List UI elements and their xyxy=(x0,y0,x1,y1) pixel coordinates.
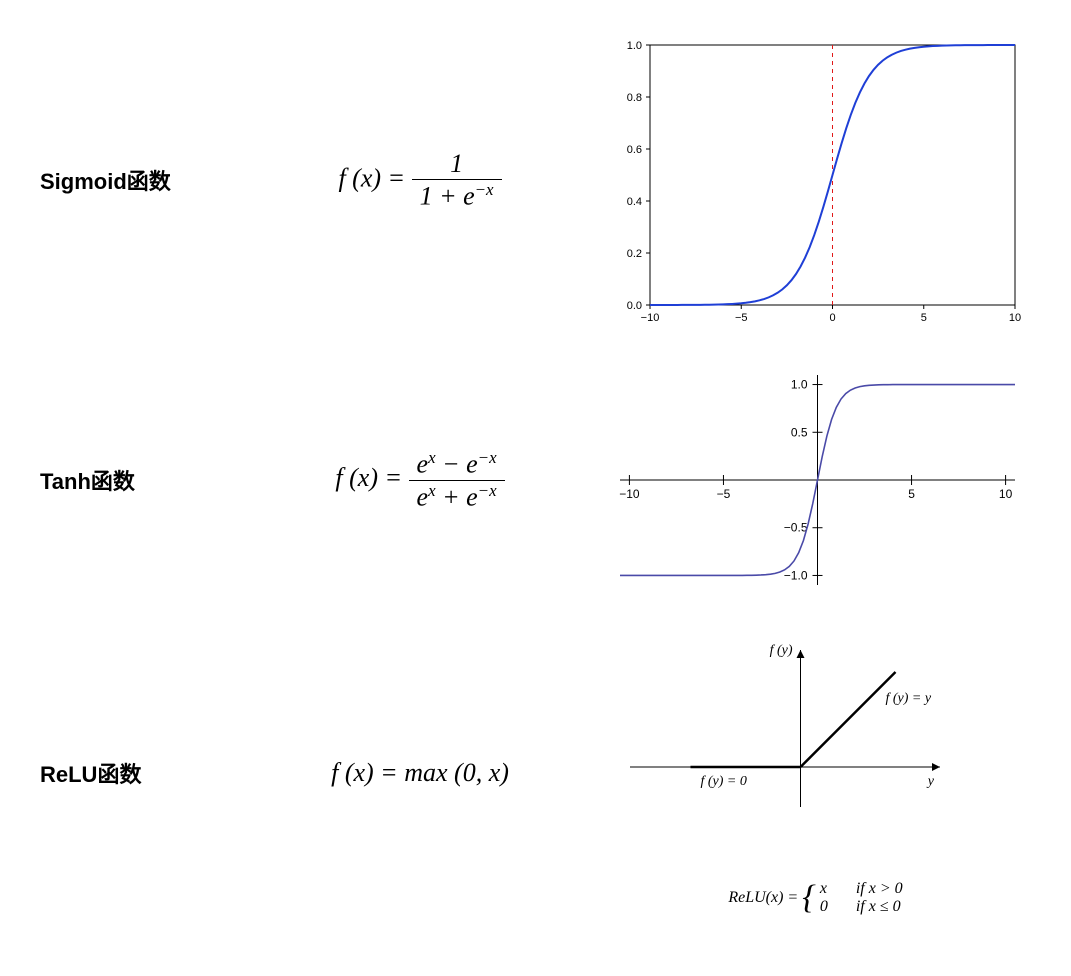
row-tanh: Tanh函数 f (x) = ex − e−x ex + e−x −10−551… xyxy=(40,360,1031,600)
tanh-denominator: ex + e−x xyxy=(409,481,505,513)
svg-text:0: 0 xyxy=(829,312,835,324)
label-tanh: Tanh函数 xyxy=(40,464,240,496)
svg-text:−0.5: −0.5 xyxy=(784,521,808,535)
svg-text:f (y) = y: f (y) = y xyxy=(886,691,932,706)
svg-text:1.0: 1.0 xyxy=(627,40,642,52)
formula-relu: f (x) = max (0, x) xyxy=(240,758,600,788)
svg-text:−10: −10 xyxy=(641,312,660,324)
svg-text:−5: −5 xyxy=(735,312,748,324)
tanh-den-a: e xyxy=(417,482,429,511)
svg-text:f (y): f (y) xyxy=(770,643,793,658)
tanh-plus: + xyxy=(436,482,467,511)
svg-text:0.4: 0.4 xyxy=(627,196,642,208)
formula-sigmoid: f (x) = 1 1 + e−x xyxy=(240,149,600,212)
tanh-num-b: e xyxy=(466,450,478,479)
sigmoid-den-prefix: 1 + e xyxy=(420,181,475,210)
formula-tanh: f (x) = ex − e−x ex + e−x xyxy=(240,448,600,512)
tanh-den-a-exp: x xyxy=(428,481,436,500)
row-sigmoid: Sigmoid函数 f (x) = 1 1 + e−x −10 −5 0 5 10 0.0… xyxy=(40,30,1031,330)
chart-tanh: −10 −5 5 10 −1.0 −0.5 0.5 1.0 xyxy=(600,360,1031,600)
svg-text:5: 5 xyxy=(921,312,927,324)
tanh-den-b: e xyxy=(466,482,478,511)
svg-text:10: 10 xyxy=(1009,312,1021,324)
sigmoid-den-exp: −x xyxy=(475,180,494,199)
row-relu: ReLU函数 f (x) = max (0, x) f (y) y f (y) = … xyxy=(40,630,1031,916)
relu-caption: ReLU(x) = {x if x > 00 if x ≤ 0 xyxy=(600,880,1031,916)
tanh-fraction: ex − e−x ex + e−x xyxy=(409,448,505,512)
sigmoid-lhs: f (x) = xyxy=(338,163,411,192)
svg-text:−10: −10 xyxy=(619,487,640,501)
svg-text:0.6: 0.6 xyxy=(627,144,642,156)
svg-text:5: 5 xyxy=(908,487,915,501)
svg-text:y: y xyxy=(926,774,935,789)
svg-text:−1.0: −1.0 xyxy=(784,568,808,582)
svg-text:0.5: 0.5 xyxy=(791,425,808,439)
tanh-num-a-exp: x xyxy=(428,448,436,467)
chart-sigmoid: −10 −5 0 5 10 0.0 0.2 0.4 0.6 0.8 1.0 xyxy=(600,30,1031,330)
label-relu: ReLU函数 xyxy=(40,757,240,789)
sigmoid-denominator: 1 + e−x xyxy=(412,180,502,212)
svg-text:f (y) = 0: f (y) = 0 xyxy=(701,774,747,789)
svg-text:10: 10 xyxy=(999,487,1013,501)
svg-text:1.0: 1.0 xyxy=(791,378,808,392)
chart-relu: f (y) y f (y) = y f (y) = 0 ReLU(x) = {x if … xyxy=(600,630,1031,916)
tanh-numerator: ex − e−x xyxy=(409,448,505,481)
svg-text:0.8: 0.8 xyxy=(627,92,642,104)
svg-text:0.2: 0.2 xyxy=(627,248,642,260)
svg-text:−5: −5 xyxy=(717,487,731,501)
tanh-minus: − xyxy=(436,450,467,479)
svg-text:0.0: 0.0 xyxy=(627,300,642,312)
tanh-lhs: f (x) = xyxy=(335,463,408,492)
tanh-den-b-exp: −x xyxy=(478,481,497,500)
sigmoid-fraction: 1 1 + e−x xyxy=(412,149,502,212)
tanh-num-a: e xyxy=(417,450,429,479)
sigmoid-numerator: 1 xyxy=(412,149,502,180)
label-sigmoid: Sigmoid函数 xyxy=(40,164,240,196)
tanh-num-b-exp: −x xyxy=(478,448,497,467)
